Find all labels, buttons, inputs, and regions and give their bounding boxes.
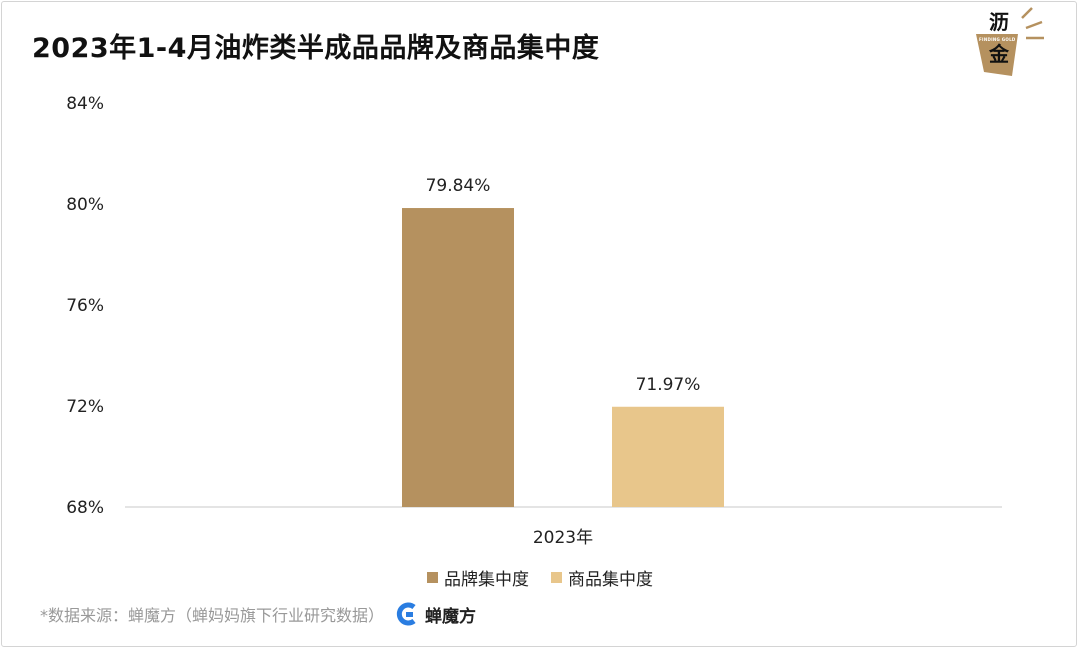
logo-char-2: 金	[989, 42, 1009, 66]
bar-goods	[612, 406, 724, 507]
legend-label-brand: 品牌集中度	[444, 570, 529, 590]
y-tick-label: 84%	[66, 94, 104, 114]
logo-subtext: FINDING GOLD	[979, 37, 1016, 42]
legend-item-goods: 商品集中度	[551, 565, 653, 590]
footer: *数据来源：蝉魔方（蝉妈妈旗下行业研究数据） 蝉魔方	[40, 601, 476, 627]
x-tick-label: 2023年	[533, 528, 593, 548]
y-tick-label: 80%	[66, 195, 104, 215]
chanmofang-logo-icon	[396, 602, 416, 626]
chart-title: 2023年1-4月油炸类半成品品牌及商品集中度	[32, 33, 600, 64]
data-label-brand: 79.84%	[426, 176, 491, 196]
legend-swatch-brand	[427, 572, 438, 583]
y-tick-label: 72%	[66, 397, 104, 417]
legend-item-brand: 品牌集中度	[427, 565, 529, 590]
footer-brand-name: 蝉魔方	[425, 606, 477, 627]
logo-char-1: 沥	[989, 10, 1009, 34]
source-note: *数据来源：蝉魔方（蝉妈妈旗下行业研究数据）	[40, 606, 385, 625]
bar-brand	[402, 208, 514, 508]
logo-icon	[976, 7, 1044, 76]
y-tick-label: 68%	[66, 498, 104, 518]
data-label-goods: 71.97%	[636, 375, 701, 395]
footer-brand: 蝉魔方	[394, 601, 476, 627]
legend-swatch-goods	[551, 572, 562, 583]
legend-label-goods: 商品集中度	[568, 570, 653, 590]
legend: 品牌集中度 商品集中度	[0, 565, 1080, 590]
y-tick-label: 76%	[66, 296, 104, 316]
